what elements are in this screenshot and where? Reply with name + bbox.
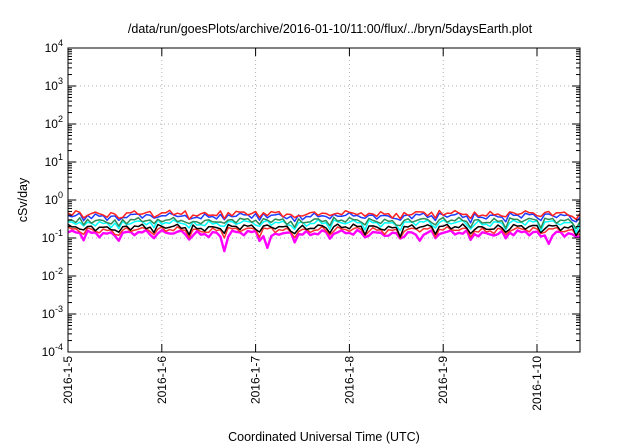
y-tick-label: 10-3	[42, 304, 63, 321]
y-tick-label: 10-4	[42, 342, 63, 359]
y-tick-label: 101	[45, 152, 63, 169]
x-tick-label: 2016-1-6	[155, 356, 169, 404]
series-line	[67, 209, 581, 221]
x-tick-label: 2016-1-10	[530, 356, 544, 411]
grid-layer	[68, 48, 580, 352]
x-tick-label: 2016-1-7	[249, 356, 263, 404]
series-line	[67, 223, 581, 238]
series-layer	[67, 209, 581, 253]
y-tick-label: 103	[45, 76, 63, 93]
series-line	[67, 225, 581, 239]
y-tick-labels: 104 103 102 101 100 10-1 10-2 10-3 10-4	[42, 38, 63, 359]
series-line	[67, 228, 581, 253]
x-tick-label: 2016-1-8	[342, 356, 356, 404]
y-tick-label: 104	[45, 38, 63, 55]
x-axis-label: Coordinated Universal Time (UTC)	[228, 430, 420, 444]
series-line	[67, 219, 581, 234]
x-tick-label: 2016-1-9	[436, 356, 450, 404]
y-tick-label: 10-1	[42, 228, 63, 245]
tick-layer	[67, 47, 580, 353]
chart-title: /data/run/goesPlots/archive/2016-01-10/1…	[128, 22, 533, 36]
y-tick-label: 102	[45, 114, 63, 131]
x-tick-label: 2016-1-5	[61, 356, 75, 404]
series-line	[67, 216, 581, 230]
y-tick-label: 10-2	[42, 266, 63, 283]
y-tick-label: 100	[45, 190, 63, 207]
y-axis-label: cSv/day	[16, 177, 30, 222]
x-tick-labels: 2016-1-5 2016-1-6 2016-1-7 2016-1-8 2016-1-9…	[61, 356, 544, 411]
